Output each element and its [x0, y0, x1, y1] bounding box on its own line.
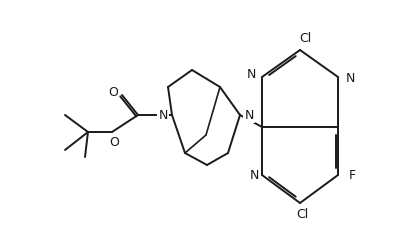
Text: O: O — [109, 136, 119, 149]
Text: N: N — [246, 68, 256, 81]
Text: N: N — [345, 71, 355, 84]
Text: N: N — [244, 109, 254, 122]
Text: F: F — [349, 169, 356, 182]
Text: Cl: Cl — [299, 31, 311, 44]
Text: Cl: Cl — [296, 208, 308, 220]
Text: N: N — [158, 109, 168, 122]
Text: N: N — [249, 169, 259, 182]
Text: O: O — [108, 86, 118, 99]
